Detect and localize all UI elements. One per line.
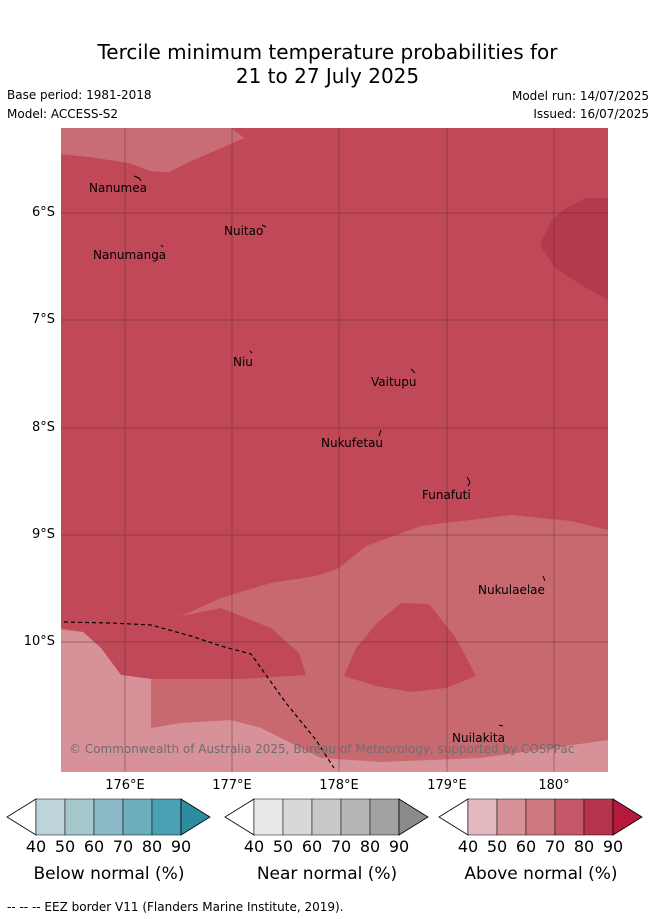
lon-label-179e: 179°E	[427, 778, 467, 793]
eez-legend-note: -- -- -- EEZ border V11 (Flanders Marine…	[7, 900, 344, 914]
colorbar-tick-label: 90	[388, 837, 410, 856]
colorbar-bin	[369, 798, 400, 836]
model-name: Model: ACCESS-S2	[7, 107, 119, 121]
region-mid-top	[61, 128, 244, 172]
colorbar-tick-label: 50	[54, 837, 76, 856]
colorbar-tick-label: 70	[544, 837, 566, 856]
colorbar-tick-label: 60	[301, 837, 323, 856]
colorbar-above-normal	[438, 798, 643, 836]
colorbar-tick-label: 80	[359, 837, 381, 856]
colorbar-bin	[93, 798, 124, 836]
model-run: Model run: 14/07/2025	[511, 89, 649, 103]
place-label-nukufetau: Nukufetau	[321, 436, 384, 450]
colorbar-label-below-normal: Below normal (%)	[33, 864, 185, 884]
probability-map	[61, 128, 608, 772]
issued-date: Issued: 16/07/2025	[533, 107, 649, 121]
lat-label-6s: 6°S	[31, 205, 55, 220]
colorbar-tick-label: 70	[330, 837, 352, 856]
colorbar-tick-label: 40	[25, 837, 47, 856]
lon-label-180: 180°	[538, 778, 570, 793]
region-light-bottom	[121, 720, 608, 772]
lon-label-176e: 176°E	[105, 778, 145, 793]
colorbar-tick-label: 90	[170, 837, 192, 856]
title-line-1: Tercile minimum temperature probabilitie…	[97, 40, 558, 64]
lat-label-9s: 9°S	[31, 527, 55, 542]
colorbar-tick-label: 60	[83, 837, 105, 856]
place-label-vaitupu: Vaitupu	[371, 375, 417, 389]
colorbar-tick-label: 80	[141, 837, 163, 856]
colorbar-label-above-normal: Above normal (%)	[464, 864, 618, 884]
lat-label-7s: 7°S	[31, 312, 55, 327]
colorbar-tick-label: 50	[272, 837, 294, 856]
colorbar-bin	[554, 798, 585, 836]
colorbar-bin	[282, 798, 313, 836]
eez-border	[63, 621, 335, 769]
region-mid-lower	[61, 515, 608, 772]
colorbar-extend-high	[180, 798, 211, 836]
region-bump	[344, 603, 476, 692]
colorbar-tick-label: 60	[515, 837, 537, 856]
map-title: Tercile minimum temperature probabilitie…	[0, 40, 655, 88]
colorbar-tick-label: 50	[486, 837, 508, 856]
map-canvas	[61, 128, 608, 772]
place-label-funafuti: Funafuti	[422, 488, 471, 502]
colorbar-bin	[35, 798, 66, 836]
colorbar-extend-low	[224, 798, 255, 836]
colorbar-bin	[525, 798, 556, 836]
colorbar-bin	[64, 798, 95, 836]
lat-label-10s: 10°S	[23, 634, 55, 649]
place-label-nanumea: Nanumea	[89, 181, 147, 195]
colorbar-extend-high	[612, 798, 643, 836]
colorbar-tick-label: 40	[243, 837, 265, 856]
colorbar-bin	[151, 798, 182, 836]
colorbar-tick-label: 90	[602, 837, 624, 856]
base-period: Base period: 1981-2018	[7, 88, 152, 102]
colorbar-bin	[253, 798, 284, 836]
copyright-notice: © Commonwealth of Australia 2025, Bureau…	[69, 742, 575, 756]
colorbar-near-normal	[224, 798, 429, 836]
island-marks	[133, 175, 546, 727]
lon-label-177e: 177°E	[212, 778, 252, 793]
colorbar-extend-low	[6, 798, 37, 836]
place-label-nuitao: Nuitao	[224, 224, 264, 238]
place-label-nanumanga: Nanumanga	[93, 248, 167, 262]
colorbar-tick-label: 40	[457, 837, 479, 856]
colorbar-bin	[311, 798, 342, 836]
region-tongue	[61, 603, 306, 679]
colorbar-tick-label: 70	[112, 837, 134, 856]
colorbar-bin	[122, 798, 153, 836]
place-label-niu: Niu	[233, 355, 253, 369]
colorbar-extend-high	[398, 798, 429, 836]
region-dark-right	[540, 198, 608, 300]
colorbar-bin	[340, 798, 371, 836]
lon-label-178e: 178°E	[319, 778, 359, 793]
colorbar-bin	[467, 798, 498, 836]
colorbar-extend-low	[438, 798, 469, 836]
place-label-nuilakita: Nuilakita	[452, 731, 505, 745]
colorbar-label-near-normal: Near normal (%)	[256, 864, 398, 884]
lat-label-8s: 8°S	[31, 420, 55, 435]
region-light-bottom-left	[61, 630, 151, 772]
colorbar-below-normal	[6, 798, 211, 836]
colorbar-bin	[496, 798, 527, 836]
colorbar-bin	[583, 798, 614, 836]
graticule	[61, 128, 608, 772]
title-line-2: 21 to 27 July 2025	[235, 64, 420, 88]
colorbar-tick-label: 80	[573, 837, 595, 856]
place-label-nukulaelae: Nukulaelae	[478, 583, 545, 597]
